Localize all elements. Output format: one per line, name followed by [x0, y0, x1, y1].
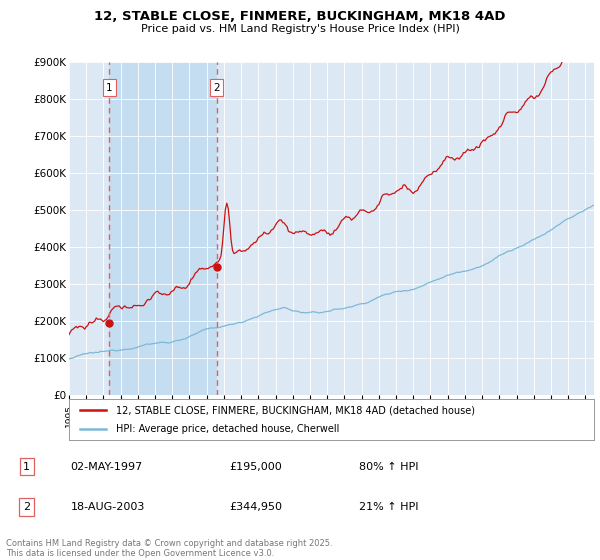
Text: 12, STABLE CLOSE, FINMERE, BUCKINGHAM, MK18 4AD: 12, STABLE CLOSE, FINMERE, BUCKINGHAM, M…	[94, 10, 506, 23]
Text: 2: 2	[23, 502, 30, 512]
Text: £344,950: £344,950	[229, 502, 283, 512]
Text: £195,000: £195,000	[229, 462, 282, 472]
Text: 2: 2	[214, 82, 220, 92]
Text: 1: 1	[23, 462, 30, 472]
Text: Price paid vs. HM Land Registry's House Price Index (HPI): Price paid vs. HM Land Registry's House …	[140, 24, 460, 34]
Text: HPI: Average price, detached house, Cherwell: HPI: Average price, detached house, Cher…	[116, 424, 340, 433]
Bar	[109, 62, 217, 395]
Text: 21% ↑ HPI: 21% ↑ HPI	[359, 502, 418, 512]
Text: 80% ↑ HPI: 80% ↑ HPI	[359, 462, 418, 472]
Text: 1: 1	[106, 82, 112, 92]
Text: 18-AUG-2003: 18-AUG-2003	[71, 502, 145, 512]
Text: 02-MAY-1997: 02-MAY-1997	[71, 462, 143, 472]
Text: Contains HM Land Registry data © Crown copyright and database right 2025.
This d: Contains HM Land Registry data © Crown c…	[6, 539, 332, 558]
Text: 12, STABLE CLOSE, FINMERE, BUCKINGHAM, MK18 4AD (detached house): 12, STABLE CLOSE, FINMERE, BUCKINGHAM, M…	[116, 405, 475, 415]
